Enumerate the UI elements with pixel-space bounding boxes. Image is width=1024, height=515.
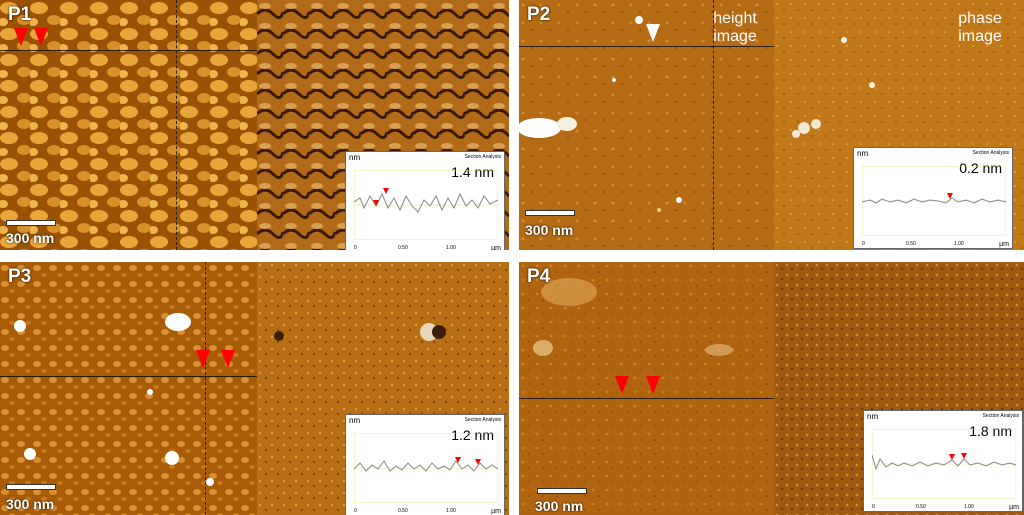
section-line xyxy=(519,46,775,47)
x-tick: 1.00 xyxy=(964,504,974,510)
inset-title: Section Analysis xyxy=(464,154,501,160)
x-tick: 0 xyxy=(354,245,357,250)
section-line xyxy=(0,50,258,51)
section-line xyxy=(0,376,258,377)
section-marker xyxy=(34,28,48,46)
section-marker xyxy=(646,24,660,42)
inset-unit: nm xyxy=(349,416,361,425)
x-tick: 0 xyxy=(354,508,357,514)
section-analysis-inset: nm Section Analysis 1.8 nm 0 0.50 1.00 µ… xyxy=(863,410,1023,512)
section-profile-plot xyxy=(862,166,1006,236)
step-height-value: 1.8 nm xyxy=(969,423,1012,439)
section-marker xyxy=(14,28,28,46)
x-tick: 0 xyxy=(872,504,875,510)
height-image: 300 nm xyxy=(0,0,258,250)
section-profile-plot xyxy=(354,170,498,240)
x-unit: µm xyxy=(1009,504,1019,511)
profile-marker xyxy=(947,193,953,199)
panel-label: P4 xyxy=(527,266,551,287)
profile-marker xyxy=(383,188,389,194)
panel-label: P3 xyxy=(8,266,32,287)
panel-p3: 300 nm P3 nm Section Analysis 1.2 nm xyxy=(0,262,509,515)
profile-line xyxy=(872,454,1016,471)
panel-label: P2 xyxy=(527,4,551,25)
scale-bar-label: 300 nm xyxy=(6,496,55,512)
panel-p2: 300 nm height image phase image P2 nm Se… xyxy=(519,0,1024,250)
height-image: 300 nm height image xyxy=(519,0,775,250)
section-profile-plot xyxy=(872,429,1016,499)
section-marker xyxy=(221,350,235,368)
profile-marker xyxy=(961,453,967,459)
inset-title: Section Analysis xyxy=(982,413,1019,419)
scale-bar xyxy=(525,210,575,216)
height-image-label: height image xyxy=(713,10,757,45)
x-tick: 0.50 xyxy=(916,504,926,510)
section-profile-plot xyxy=(354,433,498,503)
x-unit: µm xyxy=(999,241,1009,248)
section-vertical-line xyxy=(713,0,714,250)
inset-unit: nm xyxy=(867,412,879,421)
x-tick: 1.00 xyxy=(446,245,456,250)
section-analysis-inset: nm Section Analysis 0.2 nm 0 0.50 1.00 µ… xyxy=(853,147,1013,249)
profile-marker xyxy=(373,200,379,206)
x-tick: 0.50 xyxy=(398,508,408,514)
section-vertical-line xyxy=(205,262,206,515)
x-tick: 0.50 xyxy=(398,245,408,250)
x-unit: µm xyxy=(491,508,501,515)
x-tick: 1.00 xyxy=(446,508,456,514)
height-image: 300 nm xyxy=(0,262,258,515)
phase-image-label: phase image xyxy=(958,10,1002,45)
profile-line xyxy=(862,197,1006,204)
scale-bar xyxy=(537,488,587,494)
x-tick: 0 xyxy=(862,241,865,247)
inset-title: Section Analysis xyxy=(464,417,501,423)
section-analysis-inset: nm Section Analysis 1.2 nm 0 0.50 1.00 µ… xyxy=(345,414,505,515)
inset-title: Section Analysis xyxy=(972,150,1009,156)
section-analysis-inset: nm Section Analysis 1.4 nm 0 0.50 1.00 µ… xyxy=(345,151,505,250)
inset-unit: nm xyxy=(349,153,361,162)
x-tick: 0.50 xyxy=(906,241,916,247)
profile-marker xyxy=(455,457,461,463)
profile-marker xyxy=(949,454,955,460)
scale-bar xyxy=(6,484,56,490)
step-height-value: 1.2 nm xyxy=(451,427,494,443)
section-marker xyxy=(196,350,210,368)
scale-bar-label: 300 nm xyxy=(6,230,55,246)
height-image: 300 nm xyxy=(519,262,775,515)
section-line xyxy=(519,398,775,399)
panel-label: P1 xyxy=(8,4,32,25)
scale-bar xyxy=(6,220,56,226)
x-tick: 1.00 xyxy=(954,241,964,247)
panel-p1: 300 nm P1 nm Section Analysis 1.4 nm 0 0… xyxy=(0,0,509,250)
profile-marker xyxy=(475,459,481,465)
afm-height-texture xyxy=(0,262,258,515)
profile-line xyxy=(354,460,498,472)
step-height-value: 0.2 nm xyxy=(959,160,1002,176)
section-marker xyxy=(615,376,629,394)
step-height-value: 1.4 nm xyxy=(451,164,494,180)
x-unit: µm xyxy=(491,245,501,250)
scale-bar-label: 300 nm xyxy=(525,222,574,238)
scale-bar-label: 300 nm xyxy=(535,498,584,514)
inset-unit: nm xyxy=(857,149,869,158)
section-vertical-line xyxy=(176,0,177,250)
section-marker xyxy=(646,376,660,394)
panel-p4: 300 nm P4 nm Section Analysis 1.8 nm 0 0… xyxy=(519,262,1024,515)
